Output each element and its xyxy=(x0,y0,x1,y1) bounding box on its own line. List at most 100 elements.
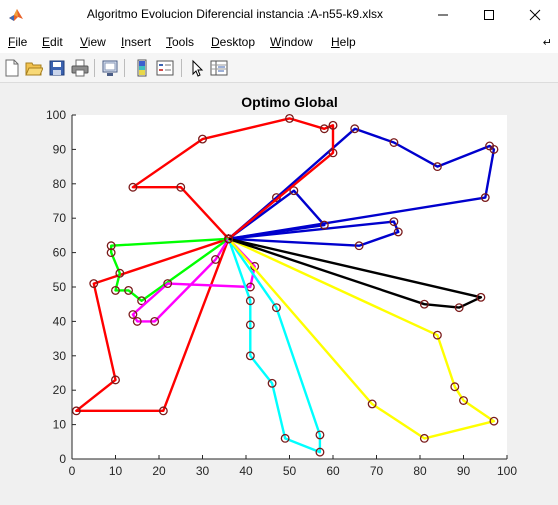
new-figure-icon[interactable] xyxy=(3,59,21,77)
figure-canvas: Optimo Global 0 10 20 30 40 50 60 70 80 90 100 0 10 20… xyxy=(0,83,558,505)
close-icon xyxy=(529,9,541,21)
menu-file[interactable]: File xyxy=(8,35,28,49)
plot-axes[interactable]: Optimo Global 0 10 20 30 40 50 60 70 80 90 100 0 10 20… xyxy=(0,83,558,505)
route-5-point-3 xyxy=(111,375,120,385)
route-9-point-4 xyxy=(459,396,468,405)
menu-bar: File Edit View Insert Tools Desktop Wind… xyxy=(0,31,558,53)
route-7-point-6 xyxy=(132,316,142,326)
route-3-point-2 xyxy=(319,220,329,230)
chart-title: Optimo Global xyxy=(241,94,337,110)
route-1-point-4 xyxy=(389,217,399,227)
route-2-point-4 xyxy=(485,141,495,151)
menu-tools[interactable]: Tools xyxy=(166,35,195,49)
route-8-point-9 xyxy=(272,303,281,313)
menu-window[interactable]: Window xyxy=(270,35,313,49)
route-9-point-7 xyxy=(367,399,377,409)
y-tick-label: 30 xyxy=(53,349,67,363)
route-4-point-7 xyxy=(128,182,138,192)
insert-colorbar-icon[interactable] xyxy=(133,59,151,77)
y-tick-label: 50 xyxy=(53,280,67,294)
route-8-point-2 xyxy=(245,296,255,306)
route-5-point-4 xyxy=(71,406,81,416)
route-2-point-7 xyxy=(350,124,360,134)
maximize-icon xyxy=(484,10,494,20)
x-tick-label: 100 xyxy=(497,464,517,478)
menu-help[interactable]: Help xyxy=(331,35,356,49)
route-line-5 xyxy=(75,237,230,412)
route-line-3 xyxy=(227,189,326,240)
property-inspector-icon[interactable] xyxy=(210,59,228,77)
route-8-point-7 xyxy=(315,447,325,457)
open-file-icon[interactable] xyxy=(25,59,43,77)
menu-view[interactable]: View xyxy=(80,35,106,49)
close-button[interactable] xyxy=(512,0,558,31)
route-4-point-2 xyxy=(328,148,338,158)
minimize-icon xyxy=(438,14,448,16)
x-tick-label: 40 xyxy=(239,464,253,478)
x-tick-label: 90 xyxy=(457,464,471,478)
route-8-point-5 xyxy=(267,378,277,388)
x-tick-label: 50 xyxy=(283,464,297,478)
route-2-point-2 xyxy=(480,193,490,203)
window-title: Algoritmo Evolucion Diferencial instanci… xyxy=(86,7,384,21)
print-icon[interactable] xyxy=(71,59,89,77)
route-line-1 xyxy=(228,220,400,247)
route-9-point-6 xyxy=(419,433,429,443)
route-line-8 xyxy=(227,238,322,454)
route-1-point-3 xyxy=(393,227,403,237)
link-plot-icon[interactable] xyxy=(101,59,119,77)
insert-legend-icon[interactable] xyxy=(156,59,174,77)
edit-plot-icon[interactable] xyxy=(188,59,206,77)
route-1-point-2 xyxy=(354,241,364,251)
route-10-point-2 xyxy=(476,292,486,302)
route-6-point-4 xyxy=(115,268,125,278)
route-9-point-2 xyxy=(432,330,442,340)
x-tick-label: 0 xyxy=(69,464,76,478)
route-10-point-5 xyxy=(224,234,234,244)
route-4-point-3 xyxy=(328,120,338,130)
route-7-point-8 xyxy=(211,255,220,264)
y-tick-label: 0 xyxy=(59,452,66,466)
route-10-point-3 xyxy=(454,303,464,313)
minimize-button[interactable] xyxy=(420,0,466,31)
y-tick-label: 100 xyxy=(46,108,66,122)
route-5-point-2 xyxy=(89,279,99,289)
title-bar: Algoritmo Evolucion Diferencial instanci… xyxy=(0,0,558,31)
route-4-point-8 xyxy=(176,182,186,192)
route-6-point-6 xyxy=(124,285,133,295)
x-tick-label: 80 xyxy=(413,464,427,478)
route-10-point-4 xyxy=(419,299,429,309)
y-tick-label: 20 xyxy=(53,383,67,397)
route-4-point-5 xyxy=(285,113,294,123)
route-6-point-5 xyxy=(111,285,120,295)
matlab-figure-icon xyxy=(8,7,24,23)
menu-insert[interactable]: Insert xyxy=(121,35,152,49)
x-tick-label: 70 xyxy=(370,464,384,478)
menu-edit[interactable]: Edit xyxy=(42,35,63,49)
y-tick-label: 40 xyxy=(53,314,67,328)
route-8-point-4 xyxy=(245,351,255,361)
maximize-button[interactable] xyxy=(466,0,512,31)
y-tick-label: 10 xyxy=(53,418,67,432)
x-tick-label: 60 xyxy=(326,464,340,478)
route-line-10 xyxy=(228,237,483,309)
menu-desktop[interactable]: Desktop xyxy=(211,35,256,49)
y-tick-label: 80 xyxy=(53,177,67,191)
save-icon[interactable] xyxy=(48,59,66,77)
route-9-point-5 xyxy=(489,416,499,426)
route-line-2 xyxy=(227,127,496,240)
route-6-point-3 xyxy=(106,248,116,258)
route-8-point-6 xyxy=(280,433,290,443)
dock-arrow-icon[interactable]: ↵ xyxy=(542,37,552,49)
toolbar-separator xyxy=(94,59,95,77)
route-7-point-5 xyxy=(128,310,138,319)
route-7-point-4 xyxy=(163,279,173,289)
y-tick-label: 90 xyxy=(53,142,67,156)
route-6-point-2 xyxy=(106,241,116,251)
route-8-point-3 xyxy=(245,320,255,330)
route-2-point-6 xyxy=(389,138,399,147)
toolbar-separator xyxy=(124,59,125,77)
route-line-9 xyxy=(227,237,496,440)
x-tick-label: 20 xyxy=(152,464,166,478)
x-tick-label: 10 xyxy=(109,464,123,478)
